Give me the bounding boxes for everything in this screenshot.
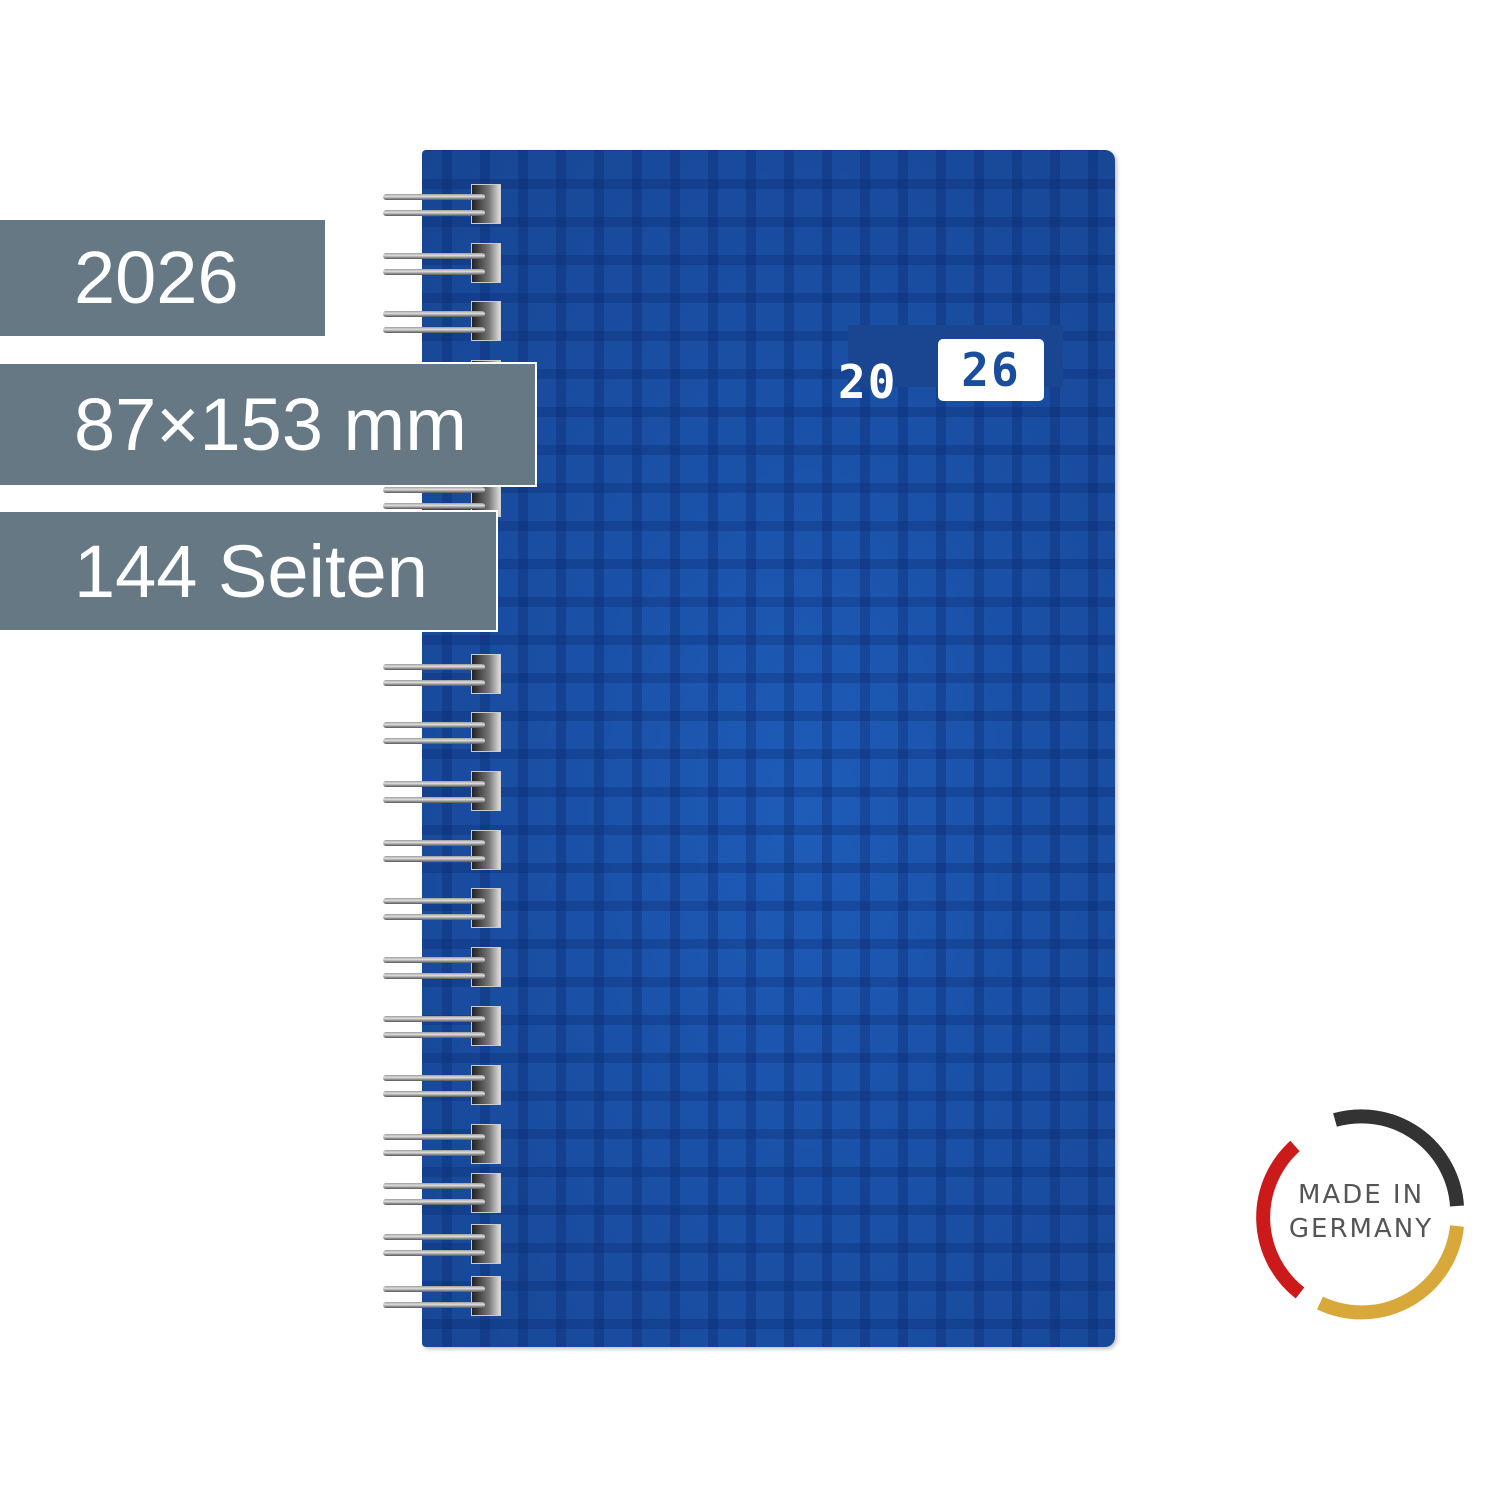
spiral-ring — [383, 654, 501, 694]
year-right-digits: 26 — [938, 339, 1044, 401]
spiral-ring — [383, 301, 501, 341]
label-size: 87×153 mm — [0, 362, 537, 487]
badge-ring-icon — [1256, 1109, 1464, 1320]
spiral-ring — [383, 888, 501, 928]
label-pages: 144 Seiten — [0, 510, 498, 632]
spiral-ring — [383, 947, 501, 987]
label-year: 2026 — [0, 220, 325, 336]
spiral-ring — [383, 1224, 501, 1264]
badge-arc-gold — [1316, 1225, 1464, 1320]
badge-line2: GERMANY — [1288, 1214, 1434, 1244]
spiral-ring — [383, 243, 501, 283]
spiral-ring — [383, 1065, 501, 1105]
spiral-ring — [383, 1124, 501, 1164]
cover-year: 20 26 — [838, 325, 1063, 409]
year-left-digits: 20 — [838, 355, 898, 409]
spiral-ring — [383, 771, 501, 811]
spiral-ring — [383, 184, 501, 224]
badge-line1: MADE IN — [1297, 1180, 1425, 1210]
spiral-ring — [383, 1006, 501, 1046]
spiral-ring — [383, 1276, 501, 1316]
spiral-ring — [383, 1173, 501, 1213]
badge-arc-red — [1256, 1140, 1305, 1299]
spiral-ring — [383, 830, 501, 870]
made-in-germany-badge: MADE IN GERMANY — [1255, 1108, 1467, 1320]
badge-arc-black — [1333, 1109, 1464, 1207]
spiral-ring — [383, 712, 501, 752]
